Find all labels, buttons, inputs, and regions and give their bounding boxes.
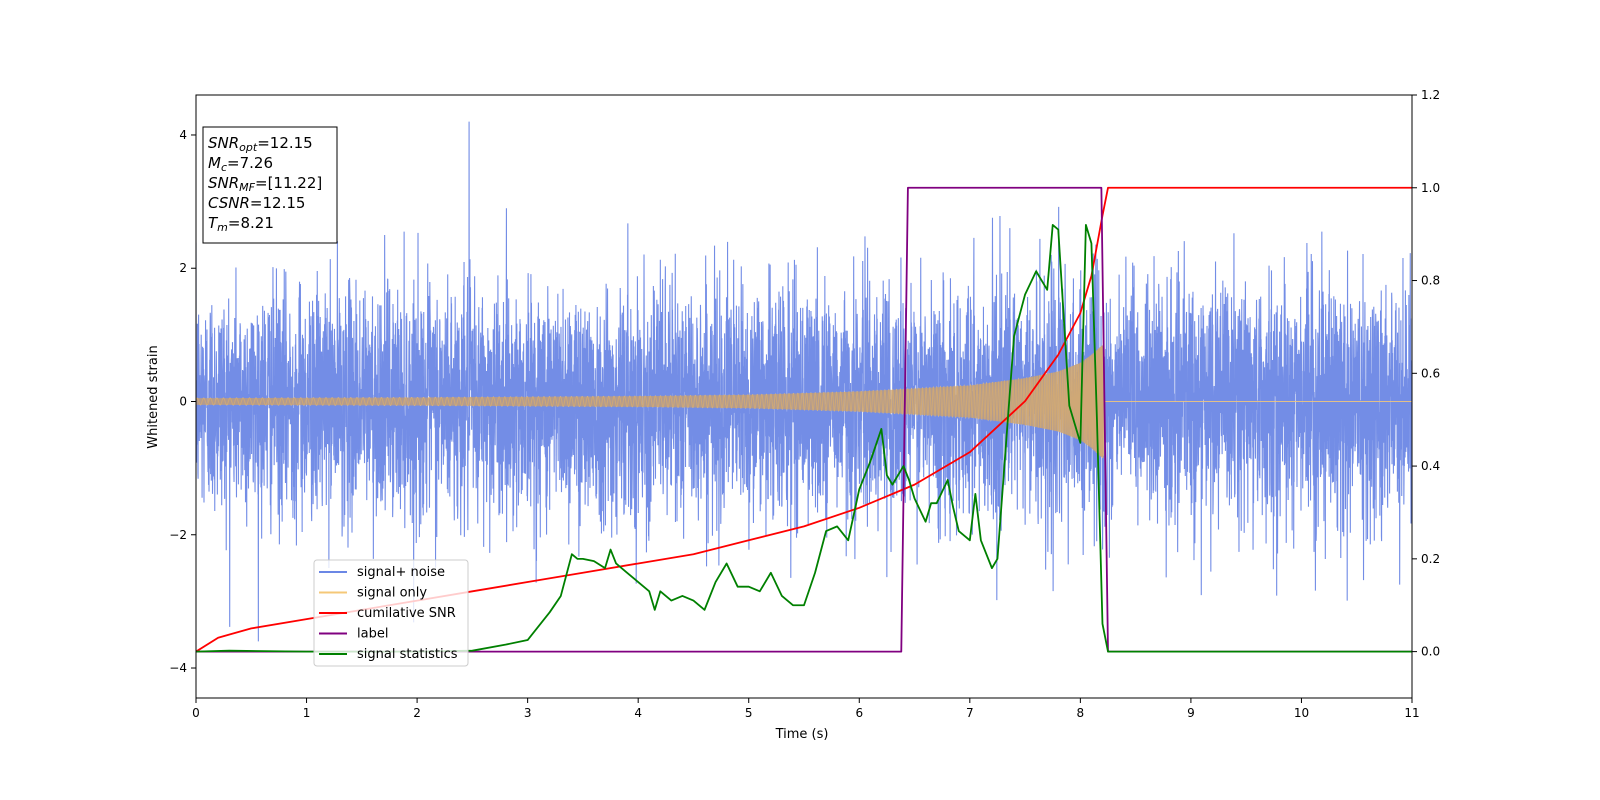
y-right-tick-label: 0.2 [1421,552,1440,566]
y-right-tick-label: 1.2 [1421,88,1440,102]
annotation-box: SNRopt=12.15Mc=7.26SNRMF=[11.22]CSNR=12.… [202,126,338,244]
x-tick-label: 1 [303,706,311,720]
series-signal-only-band [196,344,1104,459]
axes: 0 1 2 3 4 5 6 7 8 9 10 11 −4 −2 0 2 4 0.0 0.2 0.4 0.6 0.8 1.0 1… [169,88,1440,720]
x-tick-label: 10 [1294,706,1309,720]
y-right-tick-label: 1.0 [1421,181,1440,195]
x-axis-label: Time (s) [775,727,829,742]
y-left-tick-label: 2 [179,261,187,275]
legend-label: signal statistics [357,647,458,662]
x-tick-label: 3 [524,706,532,720]
legend-label: signal only [357,586,427,601]
annotation-line: Mc=7.26 [208,154,273,174]
y-right-tick-label: 0.8 [1421,274,1440,288]
plot-frame [195,94,1413,699]
annotation-line: Tm=8.21 [208,214,274,234]
y-left-tick-label: 4 [179,128,187,142]
x-tick-label: 8 [1077,706,1085,720]
y-right-tick-label: 0.0 [1421,645,1440,659]
x-tick-label: 0 [192,706,200,720]
x-tick-label: 7 [966,706,974,720]
x-tick-label: 11 [1404,706,1419,720]
x-tick-label: 6 [855,706,863,720]
annotation-frame [202,126,338,244]
y-left-tick-label: 0 [179,394,187,408]
x-tick-label: 4 [634,706,642,720]
x-tick-label: 9 [1187,706,1195,720]
y-axis-label: Whitened strain [146,345,161,448]
y-left-tick-label: −4 [169,661,187,675]
y-right-tick-label: 0.6 [1421,366,1440,380]
legend-label: cumilative SNR [357,606,456,621]
legend-label: label [357,627,388,642]
y-left-tick-label: −2 [169,528,187,542]
legend-label: signal+ noise [357,565,445,580]
annotation-line: CSNR=12.15 [208,194,305,212]
x-tick-label: 2 [413,706,421,720]
series-signal-statistics [196,223,1412,653]
legend: signal+ noise signal only cumilative SNR la… [313,559,469,667]
x-tick-label: 5 [745,706,753,720]
annotation-line: SNRMF=[11.22] [208,174,322,194]
annotation-line: SNRopt=12.15 [208,134,313,154]
legend-frame [313,559,469,667]
y-right-tick-label: 0.4 [1421,459,1440,473]
